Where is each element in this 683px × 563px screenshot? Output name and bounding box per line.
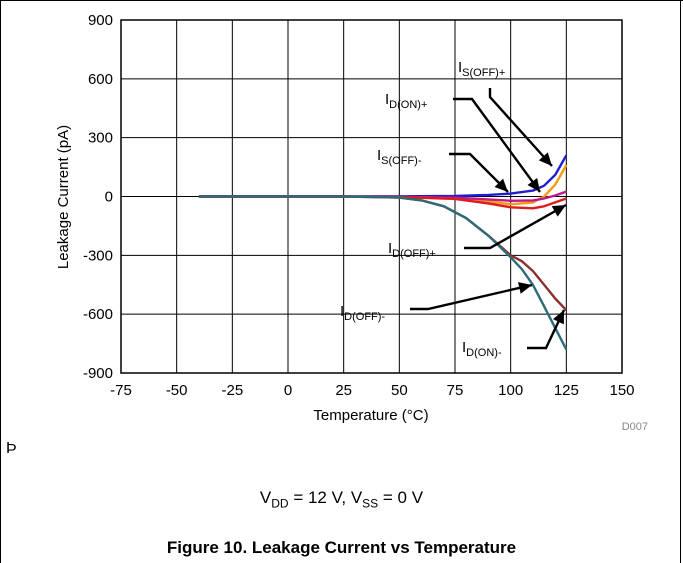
x-tick-label: 75	[447, 382, 464, 399]
annotation-arrowhead	[517, 282, 532, 294]
x-tick-label: -25	[221, 382, 243, 399]
plot-area-border	[120, 19, 623, 374]
annotation-arrowhead	[553, 310, 564, 325]
vdd-value: = 12 V, V	[288, 488, 363, 507]
annotation-label: ID(ON)+	[385, 91, 427, 111]
marker-glyph: Þ	[6, 440, 17, 457]
series-line	[198, 164, 568, 206]
x-tick-label: 25	[335, 382, 352, 399]
x-tick-label: 150	[609, 382, 634, 399]
y-tick-label: -300	[83, 247, 113, 264]
vss-subscript: SS	[362, 496, 379, 511]
x-tick-label: 100	[498, 382, 523, 399]
y-tick-label: -600	[83, 306, 113, 323]
annotation-leader	[410, 283, 533, 311]
y-tick-label: 300	[88, 130, 113, 147]
annotation-leader	[464, 203, 567, 250]
chart-annotations: IS(OFF)+ ID(ON)+ IS(OFF)- ID(OFF)+ ID(OFF)- I…	[340, 59, 567, 359]
annotation-arrowhead	[527, 177, 540, 192]
frame-top-border	[0, 0, 683, 1]
figure-id: D007	[622, 421, 648, 433]
annotation-leader	[527, 309, 566, 350]
frame-right-border	[680, 0, 681, 563]
annotation-arrowhead	[551, 205, 566, 217]
y-tick-label: 600	[88, 71, 113, 88]
y-tick-label: 0	[105, 189, 113, 206]
y-axis-label: Leakage Current (pA)	[55, 125, 72, 269]
x-tick-label: 125	[554, 382, 579, 399]
x-tick-label: -75	[110, 382, 132, 399]
annotation-leader	[488, 88, 553, 167]
vdd-subscript: DD	[271, 496, 289, 511]
chart-series	[198, 154, 568, 351]
frame-left-border	[0, 0, 1, 563]
annotation-label: ID(OFF)+	[388, 240, 436, 260]
test-conditions: VDD = 12 V, VSS = 0 V	[0, 488, 683, 510]
annotation-leader	[449, 152, 509, 193]
chart-axes	[120, 19, 623, 374]
x-tick-label: 50	[391, 382, 408, 399]
x-tick-label: -50	[166, 382, 188, 399]
figure-caption: Figure 10. Leakage Current vs Temperatur…	[166, 538, 517, 557]
annotation-label: ID(OFF)-	[340, 303, 385, 323]
vdd-symbol: V	[259, 488, 272, 507]
annotation-label: ID(ON)-	[462, 339, 502, 359]
leakage-current-chart: -75 -50 -25 0 25 50 75 100 125 150 -900 -600 -300 0 30…	[55, 12, 648, 433]
y-tick-label: -900	[83, 365, 113, 382]
x-tick-label: 0	[284, 382, 292, 399]
x-axis-label: Temperature (°C)	[313, 407, 428, 424]
annotation-arrowhead	[494, 178, 508, 192]
annotation-label: IS(OFF)+	[458, 59, 505, 79]
vss-value: = 0 V	[378, 488, 424, 507]
annotation-leader	[453, 97, 541, 193]
chart-ticks: -75 -50 -25 0 25 50 75 100 125 150 -900 -600 -300 0 30…	[83, 12, 635, 399]
annotation-arrowhead	[538, 152, 552, 166]
annotation-label: IS(OFF)-	[377, 147, 422, 167]
y-tick-label: 900	[88, 12, 113, 29]
series-line	[198, 195, 568, 312]
series-line	[198, 195, 568, 351]
